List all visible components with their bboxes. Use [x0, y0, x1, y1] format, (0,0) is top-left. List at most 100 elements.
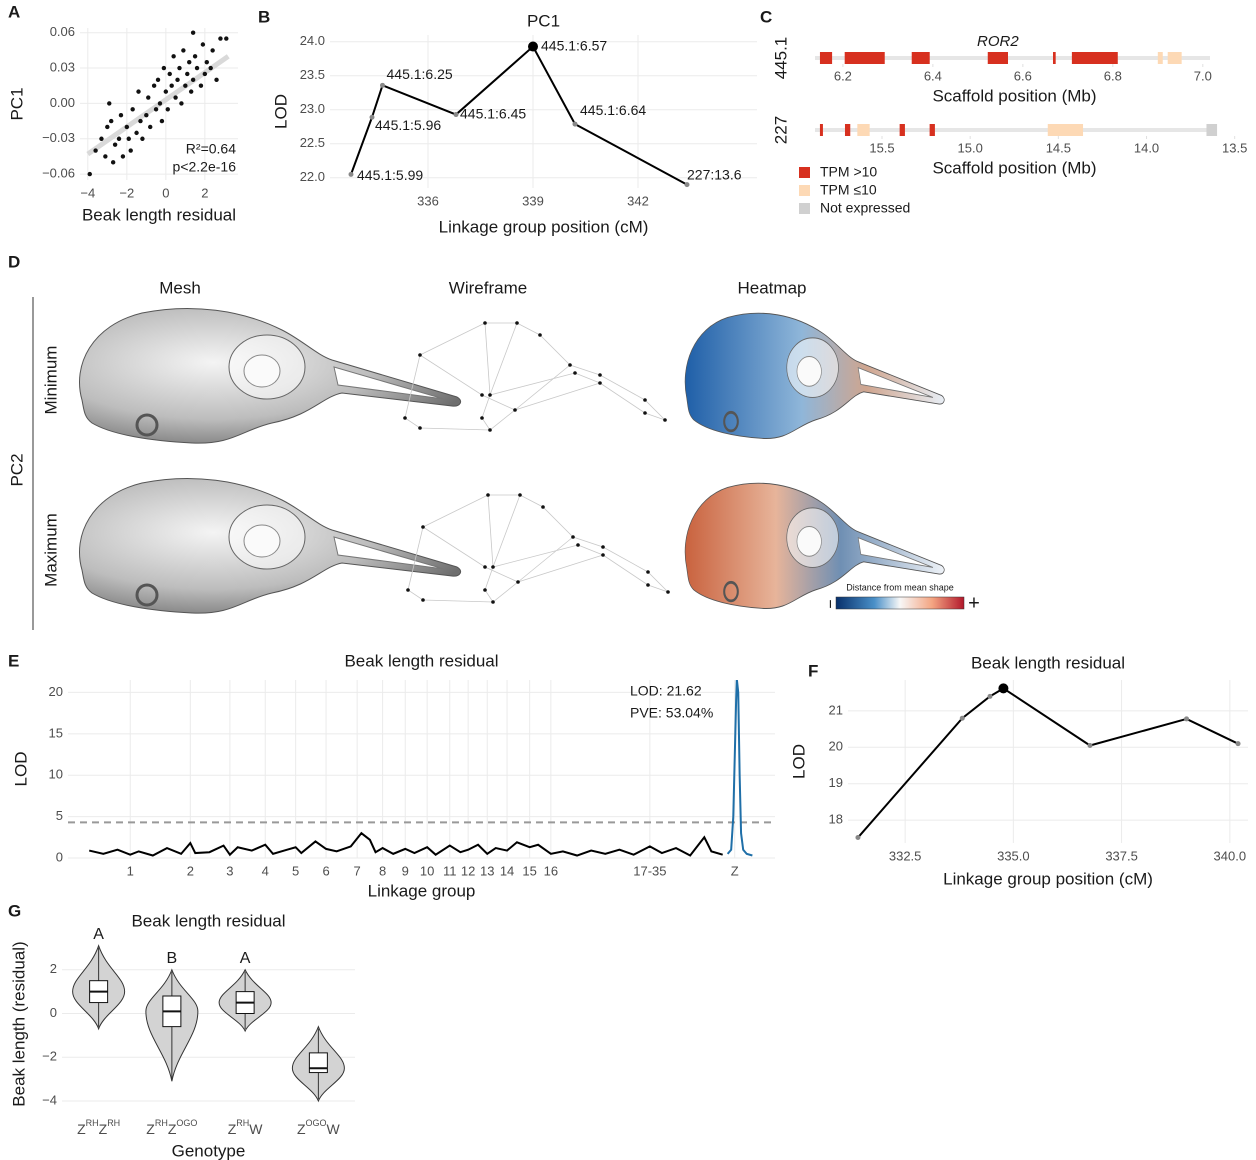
group-letter: A: [93, 926, 104, 943]
gene: [1168, 52, 1182, 64]
point: [855, 835, 860, 840]
panel-letter: A: [8, 2, 20, 21]
gene: [845, 52, 885, 64]
point: [162, 66, 166, 70]
panel-d: D Mesh Wireframe Heatmap PC2 Minimum Max…: [7, 252, 979, 630]
point: [156, 78, 160, 82]
mesh-skull: [80, 478, 461, 613]
gene: [820, 52, 832, 64]
group-label: PC2: [7, 453, 26, 486]
x-tick-label: 342: [627, 193, 649, 208]
y-tick-label: 10: [49, 767, 63, 782]
point: [193, 54, 197, 58]
x-tick-label: ZRHZOGO: [146, 1118, 197, 1136]
x-tick-label: 340.0: [1214, 848, 1247, 863]
x-tick-label: 11: [443, 863, 457, 878]
point: [154, 107, 158, 111]
y-tick-label: 22.0: [300, 169, 325, 184]
annotation: LOD: 21.62: [630, 683, 702, 699]
x-tick-label: 8: [379, 863, 386, 878]
x-tick-label: 15: [522, 863, 536, 878]
superscript: RH: [236, 1118, 249, 1128]
point: [88, 172, 92, 176]
mesh-skull: [80, 308, 461, 443]
point: [987, 694, 992, 699]
y-tick-label: −2: [42, 1049, 57, 1064]
x-tick-label: 16: [544, 863, 558, 878]
point: [138, 119, 142, 123]
point: [205, 60, 209, 64]
gene-label: ROR2: [977, 33, 1019, 50]
gene: [1072, 52, 1118, 64]
point: [171, 54, 175, 58]
x-tick-label: 3: [226, 863, 233, 878]
column-label: Wireframe: [449, 278, 527, 297]
x-tick-label: 15.5: [869, 140, 894, 155]
base: W: [249, 1121, 263, 1137]
row-label: Minimum: [41, 346, 60, 415]
y-axis-label: LOD: [11, 752, 30, 787]
x-tick-label: 14: [500, 863, 514, 878]
x-tick-label: 332.5: [889, 848, 922, 863]
point: [160, 119, 164, 123]
y-tick-label: −0.06: [42, 166, 75, 181]
y-tick-label: 23.0: [300, 101, 325, 116]
x-tick-label: −2: [119, 185, 134, 200]
y-axis-label: Beak length (residual): [9, 941, 28, 1106]
point: [173, 95, 177, 99]
heatmap-skull: [685, 313, 944, 438]
point-label: 445.1:6.45: [460, 105, 526, 121]
panel-letter: C: [760, 7, 772, 26]
x-tick-label: 6.8: [1104, 68, 1122, 83]
point-label: 445.1:5.99: [357, 167, 423, 183]
y-axis-label: PC1: [7, 87, 26, 120]
group-letter: A: [240, 950, 251, 967]
point: [183, 84, 187, 88]
panel-letter: B: [258, 7, 270, 26]
point: [140, 137, 144, 141]
gene: [1053, 52, 1056, 64]
point: [199, 84, 203, 88]
y-tick-label: 0: [56, 849, 63, 864]
point: [214, 78, 218, 82]
y-axis-label: LOD: [789, 744, 808, 779]
x-tick-label: 6.6: [1014, 68, 1032, 83]
x-tick-label: 1: [127, 863, 134, 878]
gene: [1048, 124, 1083, 136]
x-tick-label: 7: [354, 863, 361, 878]
point: [349, 172, 354, 177]
y-tick-label: 19: [829, 775, 843, 790]
panel-letter: D: [8, 252, 20, 271]
y-tick-label: 18: [829, 812, 843, 827]
x-axis-label: Linkage group position (cM): [943, 869, 1153, 888]
point: [1184, 716, 1189, 721]
y-tick-label: −0.03: [42, 130, 75, 145]
x-tick-label: 0: [162, 185, 169, 200]
x-tick-label: ZRHW: [228, 1118, 264, 1136]
x-tick-label: 17-35: [633, 863, 666, 878]
x-axis-label: Scaffold position (Mb): [932, 86, 1096, 105]
x-tick-label: ZOGOW: [297, 1118, 341, 1136]
y-tick-label: 22.5: [300, 135, 325, 150]
x-tick-label: 5: [292, 863, 299, 878]
point-label: 445.1:6.64: [580, 102, 646, 118]
gene: [820, 124, 823, 136]
point: [175, 78, 179, 82]
point: [191, 31, 195, 35]
gene: [1158, 52, 1163, 64]
gene: [845, 124, 850, 136]
point: [125, 125, 129, 129]
lod-line: [728, 679, 753, 856]
point: [187, 60, 191, 64]
wireframe: [406, 493, 670, 604]
y-tick-label: 0.00: [50, 95, 75, 110]
legend-swatch: [799, 203, 810, 214]
point: [119, 113, 123, 117]
x-tick-label: 336: [417, 193, 439, 208]
x-tick-label: ZRHZRH: [77, 1118, 120, 1136]
point: [130, 107, 134, 111]
gene: [930, 124, 935, 136]
point: [158, 101, 162, 105]
gene: [900, 124, 905, 136]
y-tick-label: 23.5: [300, 67, 325, 82]
